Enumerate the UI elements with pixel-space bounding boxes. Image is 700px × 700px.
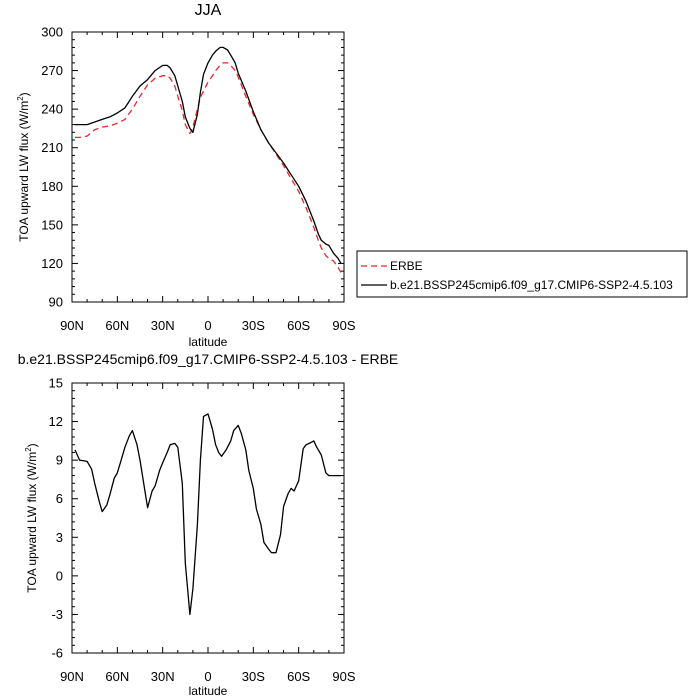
bottom-y-tick-label: 9	[56, 453, 63, 468]
top-y-tick-label: 120	[41, 256, 63, 271]
bottom-y-tick-label: -6	[51, 646, 63, 661]
top-y-tick-label: 300	[41, 25, 63, 40]
top-y-tick-label: 90	[49, 295, 63, 310]
bottom-y-tick-label: -3	[51, 607, 63, 622]
bottom-chart-title: b.e21.BSSP245cmip6.f09_g17.CMIP6-SSP2-4.…	[18, 351, 399, 367]
top-y-tick-label: 270	[41, 63, 63, 78]
top-x-tick-label: 30N	[151, 318, 175, 333]
bottom-x-tick-label: 90N	[60, 669, 84, 684]
top-x-tick-label: 60S	[287, 318, 310, 333]
bottom-y-tick-label: 3	[56, 530, 63, 545]
bottom-y-tick-label: 6	[56, 491, 63, 506]
top-chart-title: JJA	[195, 2, 222, 19]
bottom-y-tick-label: 0	[56, 568, 63, 583]
bottom-y-axis-label-main: TOA upward LW flux (W/m	[25, 452, 39, 593]
bottom-y-axis-label-close: )	[25, 443, 39, 447]
bottom-y-tick-label: 15	[49, 376, 63, 391]
top-series-line-1	[75, 46, 342, 264]
bottom-y-tick-label: 12	[49, 414, 63, 429]
top-y-axis-label-main: TOA upward LW flux (W/m	[17, 101, 31, 242]
top-x-tick-label: 90S	[332, 318, 355, 333]
legend-label-erbe: ERBE	[390, 259, 423, 273]
top-x-tick-label: 0	[204, 318, 211, 333]
top-plot-frame	[71, 31, 345, 303]
bottom-x-tick-label: 60S	[287, 669, 310, 684]
top-y-tick-label: 210	[41, 140, 63, 155]
legend-box	[356, 250, 688, 298]
top-chart: JJA 90 120 150 180 210 240 270 300 90N 60N 30N 0 30…	[16, 2, 688, 349]
top-legend: ERBE b.e21.BSSP245cmip6.f09_g17.CMIP6-SS…	[356, 250, 688, 298]
bottom-x-tick-label: 30S	[242, 669, 265, 684]
top-y-axis-label: TOA upward LW flux (W/m2)	[16, 92, 31, 241]
top-series-line-0	[75, 62, 342, 273]
legend-label-model: b.e21.BSSP245cmip6.f09_g17.CMIP6-SSP2-4.…	[390, 278, 673, 292]
top-y-axis-label-sup: 2	[16, 96, 25, 101]
top-x-tick-label: 60N	[105, 318, 129, 333]
bottom-y-axis-label: TOA upward LW flux (W/m2)	[24, 443, 39, 592]
top-x-tick-label: 30S	[242, 318, 265, 333]
bottom-plot-frame	[71, 382, 345, 654]
bottom-x-tick-label: 0	[204, 669, 211, 684]
top-y-tick-label: 180	[41, 179, 63, 194]
top-x-axis-label: latitude	[189, 335, 228, 349]
bottom-x-tick-label: 90S	[332, 669, 355, 684]
top-y-axis-label-close: )	[17, 92, 31, 96]
bottom-y-axis-label-sup: 2	[24, 447, 33, 452]
top-y-tick-label: 150	[41, 217, 63, 232]
top-x-tick-label: 90N	[60, 318, 84, 333]
top-y-tick-label: 240	[41, 102, 63, 117]
bottom-series-line-0	[74, 413, 341, 616]
bottom-x-axis-label: latitude	[189, 684, 228, 698]
bottom-x-tick-label: 30N	[151, 669, 175, 684]
bottom-chart: b.e21.BSSP245cmip6.f09_g17.CMIP6-SSP2-4.…	[18, 351, 399, 698]
bottom-x-tick-label: 60N	[105, 669, 129, 684]
